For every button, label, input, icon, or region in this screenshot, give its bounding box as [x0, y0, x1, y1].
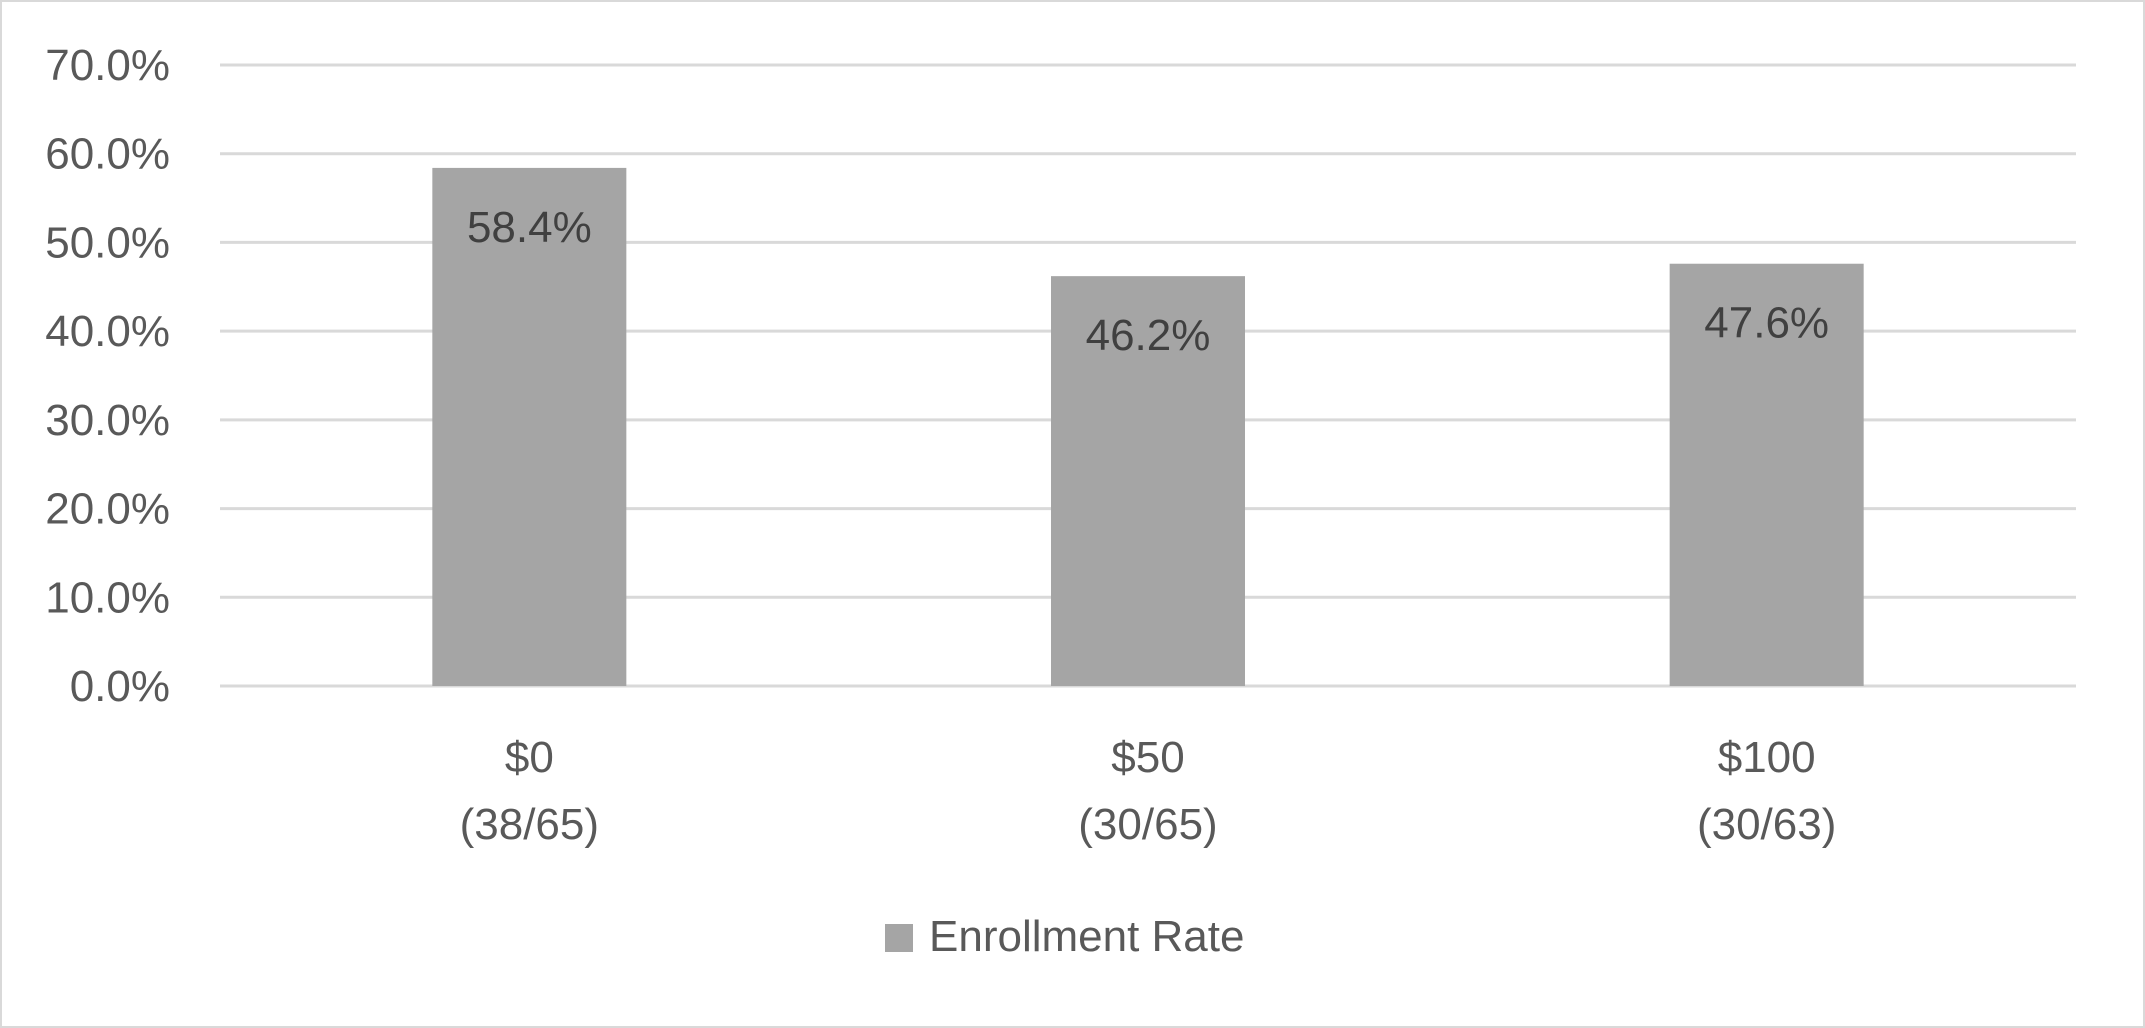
y-tick-label: 20.0%	[45, 485, 170, 534]
bar	[1051, 276, 1245, 686]
x-category-label: $100	[1718, 733, 1816, 782]
x-category-label: $0	[505, 733, 554, 782]
legend-swatch	[885, 924, 913, 952]
y-tick-label: 0.0%	[70, 662, 170, 711]
data-label: 46.2%	[1086, 311, 1211, 360]
data-labels: 58.4% 46.2% 47.6%	[467, 203, 1829, 360]
data-label: 47.6%	[1704, 299, 1829, 348]
x-category-sublabel: (30/63)	[1697, 800, 1836, 849]
x-category-sublabel: (30/65)	[1078, 800, 1217, 849]
bar	[432, 167, 627, 686]
x-category-label: $50	[1111, 733, 1184, 782]
y-tick-label: 60.0%	[45, 130, 170, 179]
y-tick-label: 70.0%	[45, 41, 170, 90]
y-axis-tick-labels: 0.0% 10.0% 20.0% 30.0% 40.0% 50.0% 60.0% 70.0%	[45, 41, 170, 711]
bars	[432, 167, 1864, 686]
bar	[1669, 263, 1864, 686]
y-tick-label: 30.0%	[45, 396, 170, 445]
legend: Enrollment Rate	[885, 912, 1244, 961]
x-category-sublabel: (38/65)	[460, 800, 599, 849]
y-tick-label: 50.0%	[45, 218, 170, 267]
x-axis-category-labels: $0 (38/65) $50 (30/65) $100 (30/63)	[460, 733, 1837, 849]
legend-label: Enrollment Rate	[929, 912, 1244, 961]
y-tick-label: 40.0%	[45, 307, 170, 356]
y-tick-label: 10.0%	[45, 573, 170, 622]
data-label: 58.4%	[467, 203, 592, 252]
